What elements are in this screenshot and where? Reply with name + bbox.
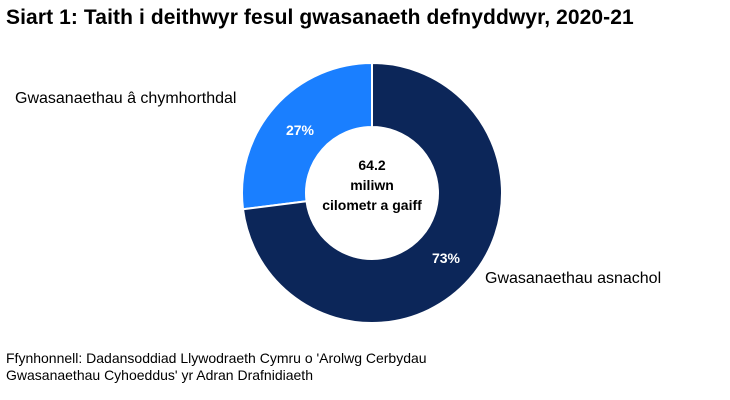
data-label-subsidised: 27% — [286, 122, 315, 138]
center-value: 64.2 — [358, 157, 385, 173]
donut-hole — [305, 126, 439, 260]
slice-label-commercial: Gwasanaethau asnachol — [485, 270, 661, 287]
slice-label-subsidised: Gwasanaethau â chymhorthdal — [15, 90, 236, 107]
data-label-commercial: 73% — [432, 250, 461, 266]
source-line-2: Gwasanaethau Cyhoeddus' yr Adran Drafnid… — [6, 367, 313, 383]
source-note: Ffynhonnell: Dadansoddiad Llywodraeth Cy… — [6, 350, 546, 384]
center-unit: miliwn — [350, 177, 394, 193]
chart-title: Siart 1: Taith i deithwyr fesul gwasanae… — [6, 6, 634, 29]
center-description: cilometr a gaiff — [322, 197, 422, 213]
source-line-1: Ffynhonnell: Dadansoddiad Llywodraeth Cy… — [6, 350, 427, 366]
